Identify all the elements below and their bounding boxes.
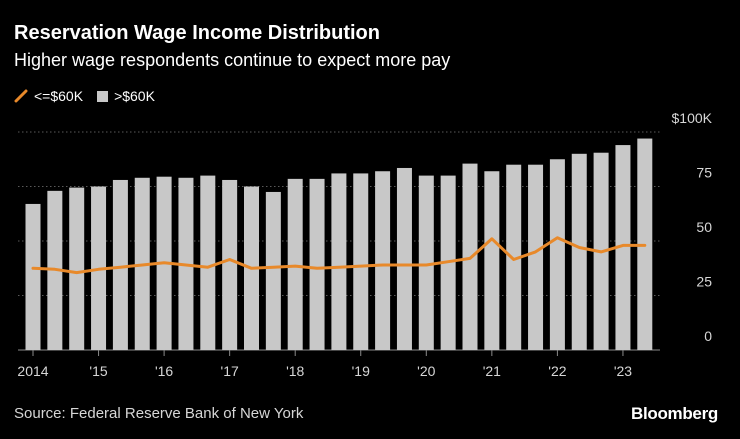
x-tick-label: '21 bbox=[483, 363, 501, 379]
bar bbox=[200, 175, 216, 350]
x-tick-label: '20 bbox=[417, 363, 435, 379]
x-tick-label: '15 bbox=[89, 363, 107, 379]
bar bbox=[396, 167, 412, 350]
bar bbox=[265, 191, 281, 350]
x-tick-label: 2014 bbox=[17, 363, 48, 379]
legend-bar-label: >$60K bbox=[114, 88, 155, 104]
x-tick-label: '16 bbox=[155, 363, 173, 379]
bar bbox=[615, 145, 631, 350]
square-icon bbox=[97, 90, 109, 102]
bar bbox=[222, 179, 238, 350]
bar bbox=[549, 159, 565, 350]
y-tick-label: 50 bbox=[696, 219, 712, 235]
diagonal-line-icon bbox=[14, 89, 28, 103]
bar bbox=[331, 173, 347, 350]
source-note: Source: Federal Reserve Bank of New York bbox=[14, 405, 304, 422]
bar bbox=[506, 164, 522, 350]
x-tick-label: '18 bbox=[286, 363, 304, 379]
bar bbox=[112, 179, 128, 350]
legend: <=$60K >$60K bbox=[14, 86, 169, 106]
y-tick-label: 75 bbox=[696, 165, 712, 181]
legend-line-label: <=$60K bbox=[34, 88, 84, 104]
bar bbox=[571, 153, 587, 350]
x-axis-ticks: 2014 '15 '16 '17 '18 '19 '20 '21 '22 '23 bbox=[17, 350, 632, 379]
legend-item-bar: >$60K bbox=[97, 88, 155, 104]
y-tick-label: $100K bbox=[672, 110, 713, 126]
bar bbox=[528, 164, 544, 350]
line-series bbox=[31, 236, 647, 275]
legend-item-line: <=$60K bbox=[14, 88, 83, 104]
bar bbox=[353, 173, 369, 350]
y-tick-label: 25 bbox=[696, 274, 712, 290]
bar bbox=[375, 171, 391, 350]
chart-subtitle: Higher wage respondents continue to expe… bbox=[14, 50, 451, 70]
bloomberg-logo: Bloomberg bbox=[630, 404, 718, 423]
y-tick-label: 0 bbox=[704, 328, 712, 344]
bar bbox=[484, 171, 500, 350]
bar bbox=[69, 187, 85, 350]
x-tick-label: '22 bbox=[548, 363, 566, 379]
bar-series bbox=[25, 138, 653, 350]
chart-title: Reservation Wage Income Distribution bbox=[14, 22, 380, 44]
y-axis-ticks: $100K 75 50 25 0 bbox=[672, 110, 713, 344]
bar bbox=[309, 178, 325, 350]
x-tick-label: '19 bbox=[352, 363, 370, 379]
x-tick-label: '17 bbox=[221, 363, 239, 379]
bar bbox=[287, 178, 303, 350]
x-tick-label: '23 bbox=[614, 363, 632, 379]
bar bbox=[25, 203, 41, 350]
bar bbox=[418, 175, 434, 350]
line-series-path bbox=[31, 236, 647, 275]
